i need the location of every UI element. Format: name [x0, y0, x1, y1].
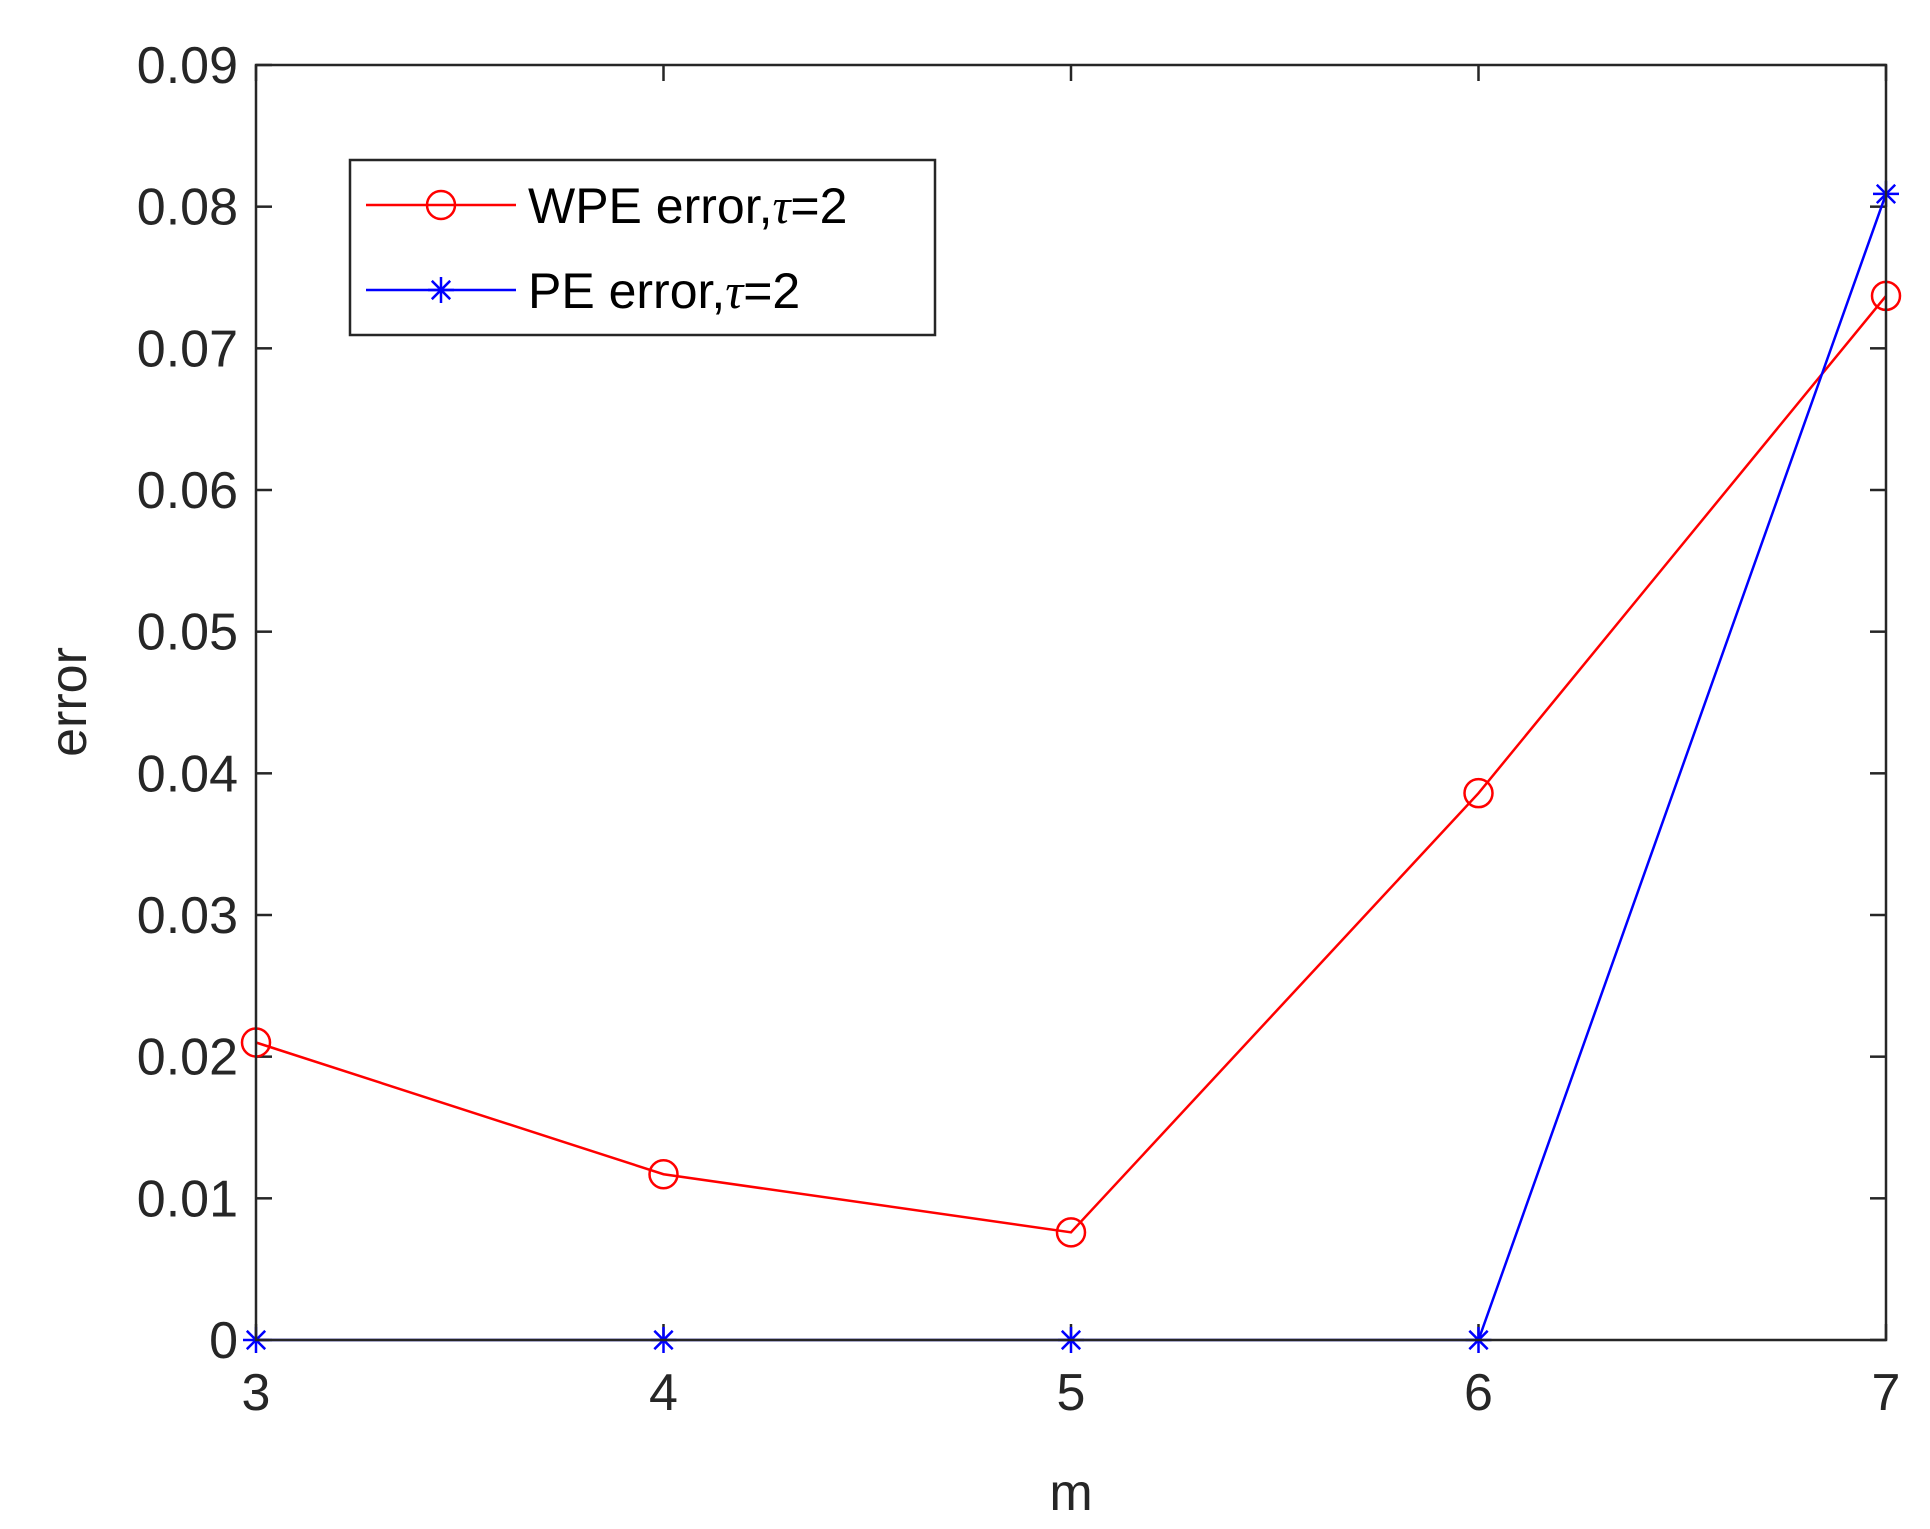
data-point-wpe — [1463, 777, 1494, 809]
x-tick-label: 4 — [649, 1364, 678, 1422]
y-tick-label: 0.07 — [137, 320, 238, 378]
legend-label-pe-suffix: =2 — [743, 263, 800, 319]
y-tick-label: 0.08 — [137, 179, 238, 237]
x-tick-label: 7 — [1872, 1364, 1901, 1422]
data-point-wpe — [1055, 1217, 1087, 1248]
y-tick-label: 0.01 — [137, 1170, 238, 1228]
legend-label-wpe-suffix: =2 — [790, 178, 847, 234]
x-tick-label: 3 — [242, 1364, 271, 1422]
legend: WPE error,τ=2 PE error,τ=2 — [348, 158, 937, 337]
y-tick-label: 0.02 — [137, 1029, 238, 1087]
legend-label-wpe: WPE error,τ=2 — [528, 178, 847, 234]
legend-label-wpe-prefix: WPE error, — [528, 178, 772, 234]
legend-swatch-marker-wpe — [425, 189, 457, 221]
legend-asterisk-pe — [428, 277, 454, 303]
legend-label-pe-prefix: PE error, — [528, 263, 725, 319]
y-tick-label: 0.09 — [137, 37, 238, 95]
legend-swatch-marker-pe — [428, 277, 454, 303]
x-axis-label: m — [1049, 1464, 1092, 1522]
legend-entry-pe: PE error,τ=2 — [366, 263, 800, 319]
x-tick-label: 5 — [1057, 1364, 1086, 1422]
legend-entry-wpe: WPE error,τ=2 — [366, 178, 847, 234]
y-tick-label: 0.05 — [137, 604, 238, 662]
plot-frame — [254, 63, 1888, 1342]
y-tick-label: 0.06 — [137, 462, 238, 520]
legend-label-pe: PE error,τ=2 — [528, 263, 800, 319]
y-tick-label: 0 — [209, 1312, 238, 1370]
legend-box — [348, 158, 937, 337]
series-line-wpe — [255, 295, 1887, 1234]
y-axis-label: error — [40, 647, 98, 757]
legend-label-pe-tau: τ — [725, 263, 745, 319]
data-point-wpe — [648, 1159, 679, 1190]
y-axis-ticks: 0 0.01 0.02 0.03 0.04 0.05 0.06 0.07 0.08 0.09 — [137, 37, 1886, 1370]
legend-label-wpe-tau: τ — [772, 178, 792, 234]
x-tick-label: 6 — [1464, 1364, 1493, 1422]
y-tick-label: 0.04 — [137, 745, 238, 803]
y-tick-label: 0.03 — [137, 887, 238, 945]
